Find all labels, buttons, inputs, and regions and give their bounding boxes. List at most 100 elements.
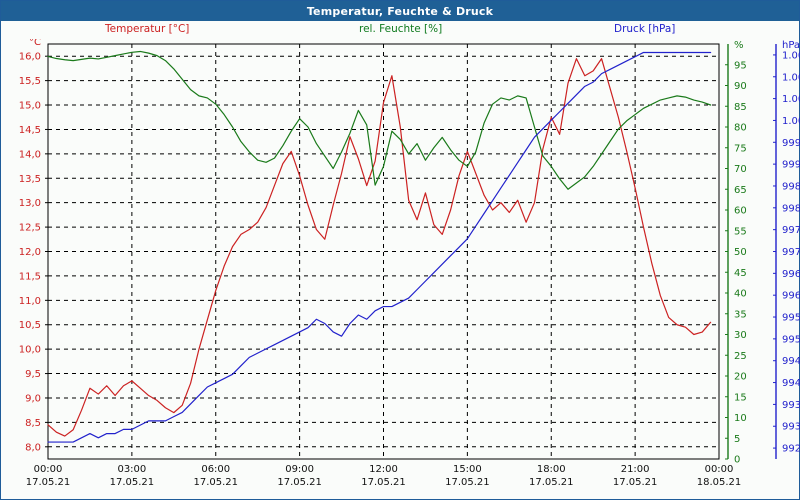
gridlines	[48, 44, 719, 459]
pressure-axis-tick: 999	[782, 160, 800, 171]
x-axis-tick-time: 15:00	[452, 464, 482, 475]
x-axis-tick: 00:00 17.05.21	[13, 463, 83, 489]
x-axis-labels: 00:00 17.05.21 03:00 17.05.21 06:00 17.05.21 0…	[1, 463, 800, 499]
humidity-axis-tick: 5	[734, 434, 740, 445]
humidity-axis-tick: 0	[734, 455, 740, 465]
x-axis-tick: 18:00 17.05.21	[516, 463, 586, 489]
legend-item-pressure: Druck [hPa]	[614, 23, 676, 35]
left-axis-unit: °C	[29, 39, 41, 48]
humidity-axis-tick: 20	[734, 372, 747, 383]
humidity-axis-tick: 65	[734, 185, 747, 196]
left-axis-tick: 11,0	[19, 296, 41, 307]
pressure-axis-tick: 992	[782, 444, 800, 455]
humidity-axis-tick: 45	[734, 268, 747, 279]
x-axis-tick-date: 17.05.21	[361, 477, 406, 488]
x-axis-tick-date: 17.05.21	[445, 477, 490, 488]
humidity-axis-tick: 95	[734, 60, 747, 71]
pressure-axis-tick: 997	[782, 225, 800, 236]
series-line	[47, 58, 712, 437]
left-axis-tick: 13,5	[19, 174, 41, 185]
legend-item-humidity: rel. Feuchte [%]	[359, 23, 443, 35]
left-axis-tick: 10,5	[19, 320, 41, 331]
humidity-axis-tick: 30	[734, 330, 747, 341]
x-axis-tick-date: 17.05.21	[528, 477, 574, 488]
x-axis-tick-time: 18:00	[536, 464, 566, 475]
left-axis-tick: 14,0	[19, 149, 41, 160]
left-axis-tick: 15,5	[19, 76, 41, 87]
pressure-axis-tick: 1.000	[782, 116, 800, 127]
humidity-axis-tick: 40	[734, 289, 747, 300]
left-axis-tick: 9,5	[25, 369, 41, 380]
pressure-axis-unit: hPa	[782, 40, 800, 51]
x-axis-tick-time: 09:00	[285, 464, 315, 475]
left-axis-tick: 14,5	[19, 125, 41, 136]
left-axis-tick: 15,0	[19, 101, 41, 112]
pressure-axis-tick: 994	[782, 378, 800, 389]
x-axis-tick-date: 17.05.21	[109, 477, 155, 488]
pressure-axis-labels: hPa1.0011.0011.0001.00099999999899899799…	[773, 40, 800, 455]
humidity-axis-tick: 55	[734, 226, 747, 237]
pressure-axis-tick: 995	[782, 334, 800, 345]
window-title-bar: Temperatur, Feuchte & Druck	[1, 1, 799, 21]
pressure-axis-tick: 997	[782, 247, 800, 258]
x-axis-tick-date: 18.05.21	[696, 477, 742, 488]
left-axis-tick: 12,0	[19, 247, 41, 258]
pressure-axis-tick: 996	[782, 269, 800, 280]
x-axis-tick-time: 00:00	[33, 464, 63, 475]
x-axis-tick: 06:00 17.05.21	[181, 463, 251, 489]
humidity-axis-tick: 15	[734, 392, 747, 403]
pressure-axis-tick: 996	[782, 291, 800, 302]
x-axis-tick: 00:00 18.05.21	[684, 463, 754, 489]
left-axis-tick: 8,0	[25, 442, 41, 453]
x-axis-tick-time: 06:00	[201, 464, 231, 475]
plot-frame	[47, 43, 777, 460]
pressure-axis-tick: 998	[782, 181, 800, 192]
pressure-axis-tick: 998	[782, 203, 800, 214]
humidity-axis-tick: 35	[734, 309, 747, 320]
pressure-axis-tick: 999	[782, 138, 800, 149]
x-axis-tick-date: 17.05.21	[193, 477, 239, 488]
left-axis-tick: 9,0	[25, 393, 41, 404]
pressure-axis-tick: 1.000	[782, 94, 800, 105]
series-line	[47, 51, 712, 443]
x-axis-tick-date: 17.05.21	[25, 477, 71, 488]
humidity-axis-tick: 75	[734, 143, 747, 154]
left-axis-labels: °C 16,0 15,5 15,0 14,5 14,0 13,5 13,0 12,5 12,0 11…	[19, 39, 48, 453]
pressure-axis-tick: 1.001	[782, 50, 800, 61]
x-axis-tick-time: 00:00	[704, 464, 734, 475]
x-axis-tick: 21:00 17.05.21	[600, 463, 670, 489]
x-axis-tick: 09:00 17.05.21	[265, 463, 335, 489]
chart-legend: Temperatur [°C] rel. Feuchte [%] Druck […	[1, 23, 800, 39]
legend-item-temperature: Temperatur [°C]	[105, 23, 190, 35]
humidity-axis-tick: 10	[734, 413, 747, 424]
left-axis-tick: 11,5	[19, 271, 41, 282]
pressure-axis-tick: 993	[782, 422, 800, 433]
chart-canvas: °C 16,0 15,5 15,0 14,5 14,0 13,5 13,0 12,5 12,0 11…	[19, 39, 800, 464]
window-title: Temperatur, Feuchte & Druck	[306, 4, 494, 18]
pressure-axis-tick: 993	[782, 400, 800, 411]
x-axis-tick-date: 17.05.21	[277, 477, 322, 488]
x-axis-tick: 03:00 17.05.21	[97, 463, 167, 489]
humidity-axis-unit: %	[734, 40, 744, 51]
left-axis-tick: 10,0	[19, 345, 41, 356]
humidity-axis-tick: 60	[734, 206, 747, 217]
plot-area: °C 16,0 15,5 15,0 14,5 14,0 13,5 13,0 12,5 12,0 11…	[1, 39, 800, 464]
pressure-axis-tick: 995	[782, 313, 800, 324]
data-series	[47, 50, 712, 443]
x-axis-tick-time: 03:00	[117, 464, 147, 475]
humidity-axis-tick: 85	[734, 102, 747, 113]
humidity-axis-tick: 25	[734, 351, 747, 362]
left-axis-tick: 13,0	[19, 198, 41, 209]
left-axis-tick: 8,5	[25, 418, 41, 429]
x-axis-tick-date: 17.05.21	[612, 477, 658, 488]
pressure-axis-tick: 994	[782, 356, 800, 367]
pressure-axis-tick: 1.001	[782, 72, 800, 83]
x-axis-tick: 15:00 17.05.21	[432, 463, 502, 489]
x-axis-tick: 12:00 17.05.21	[349, 463, 419, 489]
x-axis-tick-time: 12:00	[369, 464, 398, 475]
humidity-axis-tick: 80	[734, 123, 747, 134]
humidity-axis-tick: 90	[734, 81, 747, 92]
left-axis-tick: 16,0	[19, 52, 41, 63]
